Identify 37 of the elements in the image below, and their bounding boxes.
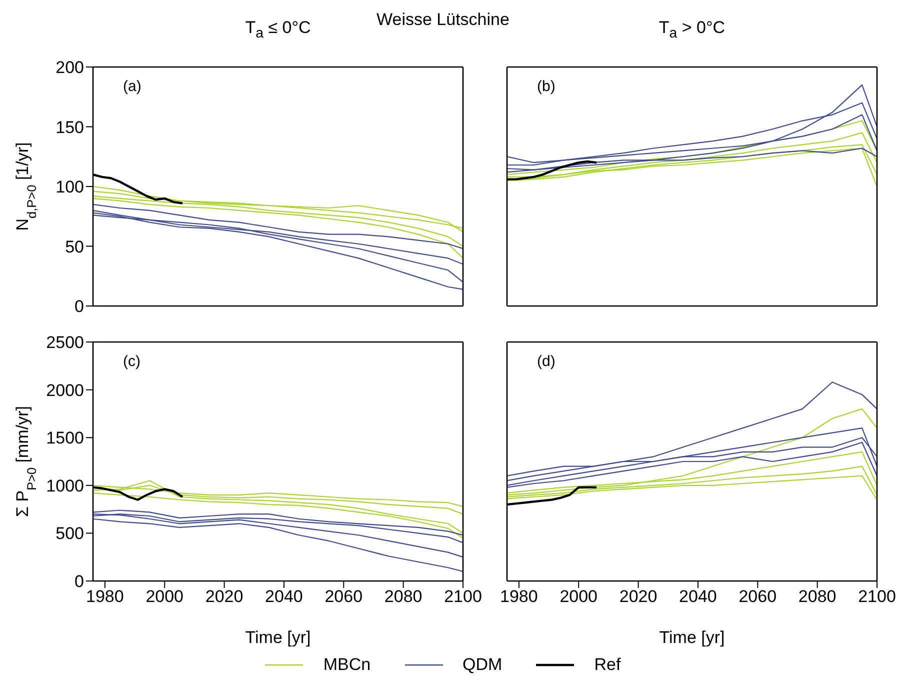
y-tick-label: 0	[74, 297, 84, 316]
x-tick-label: 2020	[619, 587, 658, 606]
text: Weisse Lütschine	[376, 10, 510, 29]
annotation: (b)	[537, 78, 556, 95]
x-tick-label: 1980	[86, 587, 124, 606]
annotation: (a)	[123, 78, 142, 95]
y-tick-label: 2000	[46, 380, 84, 400]
legend-label: MBCn	[323, 655, 371, 675]
x-tick-label: 2020	[205, 587, 244, 606]
x-tick-label: 2080	[384, 587, 422, 606]
chart-title: T$_{a}$ > 0°C	[658, 18, 726, 42]
x-tick-label: 2040	[265, 587, 303, 606]
x-tick-label: 2080	[798, 587, 836, 606]
y-tick-label: 2500	[46, 333, 84, 352]
y-tick-label: 200	[56, 58, 84, 78]
x-tick-label: 2100	[444, 587, 482, 606]
x-tick-label: 2040	[679, 587, 717, 606]
x-tick-label: 2000	[560, 587, 598, 606]
x-tick-label: 2100	[858, 587, 896, 606]
y-tick-label: 50	[65, 237, 84, 256]
x-tick-label: 2060	[738, 587, 777, 606]
x-axis-title: Time [yr]	[245, 628, 311, 647]
x-axis-title: Time [yr]	[659, 628, 725, 647]
y-tick-label: 150	[56, 118, 84, 137]
chart-title: T$_{a}$ ≤ 0°C	[245, 18, 311, 42]
x-tick-label: 2000	[146, 587, 184, 606]
x-tick-label: 2060	[324, 587, 363, 606]
x-tick-label: 1980	[500, 587, 538, 606]
annotation: (c)	[123, 353, 140, 370]
legend-label: QDM	[462, 655, 502, 675]
annotation: (d)	[537, 353, 556, 370]
y-tick-label: 500	[56, 524, 84, 544]
y-tick-label: 1000	[46, 476, 84, 496]
legend-label: Ref	[594, 655, 621, 675]
y-tick-label: 0	[74, 572, 84, 592]
y-tick-label: 100	[56, 178, 84, 197]
y-tick-label: 1500	[46, 428, 84, 448]
